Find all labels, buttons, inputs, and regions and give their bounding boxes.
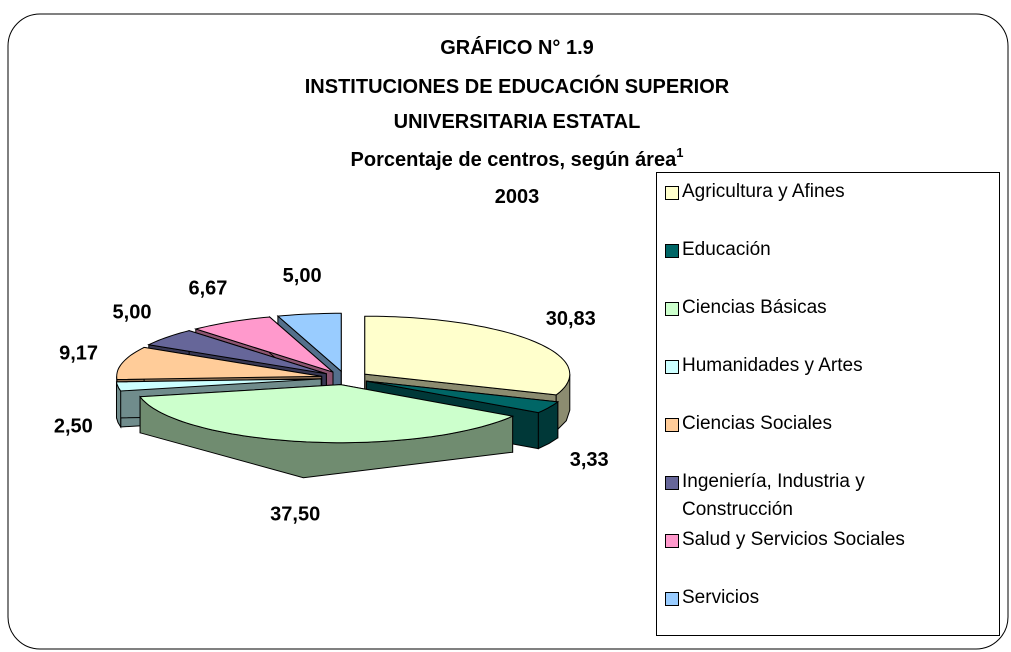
legend-item: Salud y Servicios Sociales bbox=[665, 526, 995, 554]
slice bbox=[139, 384, 515, 444]
legend-swatch bbox=[665, 476, 679, 490]
subtitle-text: Porcentaje de centros, según área bbox=[351, 149, 678, 171]
legend-swatch bbox=[665, 592, 679, 606]
data-label: 37,50 bbox=[270, 503, 320, 525]
title-line: UNIVERSITARIA ESTATAL bbox=[394, 111, 641, 133]
slice bbox=[366, 380, 560, 414]
legend-item: Servicios bbox=[665, 584, 995, 612]
legend-swatch bbox=[665, 186, 679, 200]
legend-swatch bbox=[665, 302, 679, 316]
data-label: 3,33 bbox=[570, 449, 609, 471]
year: 2003 bbox=[495, 186, 540, 208]
data-label: 9,17 bbox=[59, 342, 98, 364]
legend-label: Ciencias Básicas bbox=[682, 297, 827, 318]
legend-item: Ciencias Básicas bbox=[665, 294, 995, 322]
subtitle: Porcentaje de centros, según área1 bbox=[351, 145, 684, 171]
data-label: 2,50 bbox=[54, 416, 93, 438]
legend-swatch bbox=[665, 244, 679, 258]
legend-label: Humanidades y Artes bbox=[682, 355, 863, 376]
slice bbox=[115, 378, 322, 392]
data-label: 5,00 bbox=[113, 302, 152, 324]
legend-label: Ingeniería, Industria y Construcción bbox=[682, 471, 865, 520]
legend-swatch bbox=[665, 360, 679, 374]
data-label: 5,00 bbox=[283, 265, 322, 287]
slice bbox=[364, 315, 571, 396]
slice bbox=[116, 346, 322, 381]
legend-item: Agricultura y Afines bbox=[665, 178, 995, 206]
data-label: 30,83 bbox=[546, 308, 596, 330]
subtitle-note: 1 bbox=[676, 145, 683, 160]
legend: Agricultura y Afines Educación Ciencias Bá… bbox=[656, 172, 1000, 636]
legend-label: Servicios bbox=[682, 587, 760, 608]
legend-label: Agricultura y Afines bbox=[682, 181, 845, 202]
legend-swatch bbox=[665, 418, 679, 432]
legend-item: Ciencias Sociales bbox=[665, 410, 995, 438]
slice bbox=[139, 384, 515, 479]
title-line: INSTITUCIONES DE EDUCACIÓN SUPERIOR bbox=[305, 74, 730, 98]
legend-label: Educación bbox=[682, 239, 771, 260]
legend-swatch bbox=[665, 534, 679, 548]
pie bbox=[115, 312, 571, 479]
title-line: GRÁFICO N° 1.9 bbox=[440, 36, 594, 59]
data-label: 6,67 bbox=[189, 277, 228, 299]
legend-item: Humanidades y Artes bbox=[665, 352, 995, 380]
legend-label: Ciencias Sociales bbox=[682, 413, 832, 434]
slice bbox=[147, 330, 327, 375]
slice bbox=[193, 316, 334, 373]
slice bbox=[276, 312, 342, 373]
legend-item: Ingeniería, Industria y Construcción bbox=[665, 468, 995, 524]
legend-item: Educación bbox=[665, 236, 995, 264]
legend-label: Salud y Servicios Sociales bbox=[682, 529, 905, 550]
